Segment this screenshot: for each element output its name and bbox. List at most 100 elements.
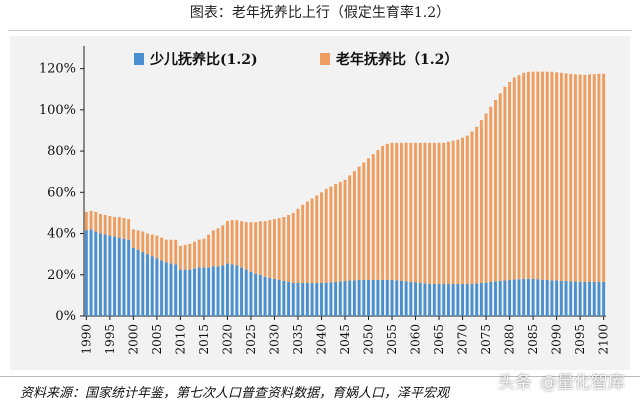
bar-elderly-2056 [395, 142, 399, 281]
bar-elderly-2029 [268, 220, 272, 278]
bar-elderly-2013 [193, 241, 196, 269]
x-tick-label: 2090 [550, 324, 564, 355]
bar-elderly-2084 [526, 71, 530, 279]
x-tick-label: 2005 [150, 324, 164, 355]
bar-youth-2008 [169, 263, 173, 316]
x-tick-label: 2010 [173, 324, 187, 355]
bar-youth-2044 [338, 281, 342, 316]
bar-elderly-2044 [338, 182, 342, 282]
bar-elderly-1998 [122, 218, 126, 239]
bar-youth-2005 [155, 258, 159, 316]
x-tick-label: 2085 [526, 324, 540, 355]
bar-youth-2038 [310, 283, 314, 316]
bar-youth-2061 [418, 283, 422, 316]
bar-youth-2091 [559, 280, 563, 316]
bars [84, 71, 606, 316]
bar-youth-2056 [395, 280, 399, 316]
watermark-right: @量化智库 [540, 373, 625, 393]
bar-elderly-2095 [578, 74, 582, 282]
bar-elderly-2088 [545, 71, 549, 280]
bar-youth-2064 [432, 284, 436, 316]
bar-youth-2043 [334, 281, 338, 316]
bar-youth-2062 [423, 283, 427, 316]
x-tick-label: 2070 [456, 324, 470, 355]
bar-youth-2048 [357, 279, 361, 316]
bar-youth-2049 [362, 279, 366, 316]
figure-title: 图表：老年抚养比上行（假定生育率1.2） [189, 5, 451, 21]
bar-elderly-2059 [409, 142, 413, 282]
legend-swatch-elderly [320, 53, 330, 65]
bar-youth-1996 [113, 236, 117, 316]
bar-youth-2077 [494, 281, 497, 316]
bar-elderly-2078 [498, 93, 502, 281]
bar-youth-2002 [141, 252, 145, 316]
bar-elderly-2045 [343, 179, 347, 281]
x-tick-label: 2075 [479, 324, 493, 355]
bar-youth-2047 [352, 280, 356, 316]
bar-youth-2067 [447, 284, 450, 316]
bar-elderly-2033 [287, 214, 291, 282]
y-tick-label: 20% [47, 268, 76, 283]
bar-youth-2032 [282, 280, 286, 316]
title-divider [8, 30, 632, 31]
bar-youth-2012 [188, 269, 192, 316]
bar-youth-1993 [99, 233, 102, 316]
bar-elderly-2043 [334, 184, 338, 282]
bar-youth-2036 [301, 283, 305, 316]
bar-youth-2037 [305, 283, 309, 316]
bar-elderly-2027 [258, 221, 262, 275]
legend-label-elderly: 老年抚养比（1.2） [336, 51, 458, 68]
bar-elderly-2066 [442, 142, 446, 285]
bar-elderly-2042 [329, 186, 333, 283]
bar-elderly-2062 [423, 142, 427, 284]
x-tick-label: 2080 [503, 324, 517, 355]
bar-elderly-1992 [94, 211, 98, 232]
bar-youth-2076 [489, 281, 493, 316]
bar-elderly-2023 [240, 221, 243, 268]
bar-youth-2081 [512, 279, 516, 316]
bar-youth-2080 [508, 279, 512, 316]
bar-elderly-2034 [291, 212, 295, 284]
bar-elderly-2049 [362, 162, 366, 280]
bar-elderly-1999 [127, 219, 131, 240]
bar-youth-2026 [254, 273, 258, 316]
bar-elderly-2093 [569, 73, 573, 282]
bar-elderly-2097 [588, 74, 591, 282]
bar-youth-2094 [573, 281, 577, 316]
bar-elderly-2010 [178, 245, 182, 270]
bar-youth-2041 [324, 282, 328, 316]
bar-youth-2090 [555, 280, 559, 316]
bar-elderly-2007 [164, 239, 168, 263]
bar-youth-2042 [329, 282, 333, 316]
bar-youth-2066 [442, 284, 446, 316]
bar-youth-2059 [409, 281, 413, 316]
bar-elderly-2009 [174, 239, 178, 265]
bar-youth-2030 [273, 278, 276, 316]
bar-youth-2014 [197, 267, 201, 316]
bar-elderly-2011 [183, 244, 187, 270]
bar-youth-1995 [108, 235, 112, 316]
bar-youth-2050 [367, 279, 370, 316]
bar-youth-2060 [414, 282, 417, 316]
bar-elderly-2005 [155, 235, 159, 259]
bar-youth-2033 [287, 281, 291, 316]
y-tick-label: 40% [47, 227, 76, 242]
bar-elderly-2070 [461, 137, 465, 285]
bar-youth-1999 [127, 239, 131, 316]
bar-youth-2100 [602, 281, 606, 316]
bar-elderly-1997 [117, 217, 121, 238]
bar-elderly-1991 [89, 210, 93, 230]
bar-youth-1992 [94, 231, 98, 316]
bar-elderly-2053 [381, 145, 385, 280]
bar-elderly-2085 [531, 71, 535, 279]
bar-elderly-2002 [141, 231, 145, 253]
source-divider [0, 376, 640, 377]
bar-youth-2085 [531, 278, 535, 316]
bar-youth-2057 [399, 280, 403, 316]
bar-elderly-2025 [249, 222, 253, 272]
bar-youth-2006 [160, 260, 164, 316]
bar-elderly-1995 [108, 216, 112, 236]
bar-youth-2054 [385, 279, 389, 316]
bar-youth-2046 [348, 280, 352, 316]
bar-elderly-2065 [437, 142, 441, 285]
